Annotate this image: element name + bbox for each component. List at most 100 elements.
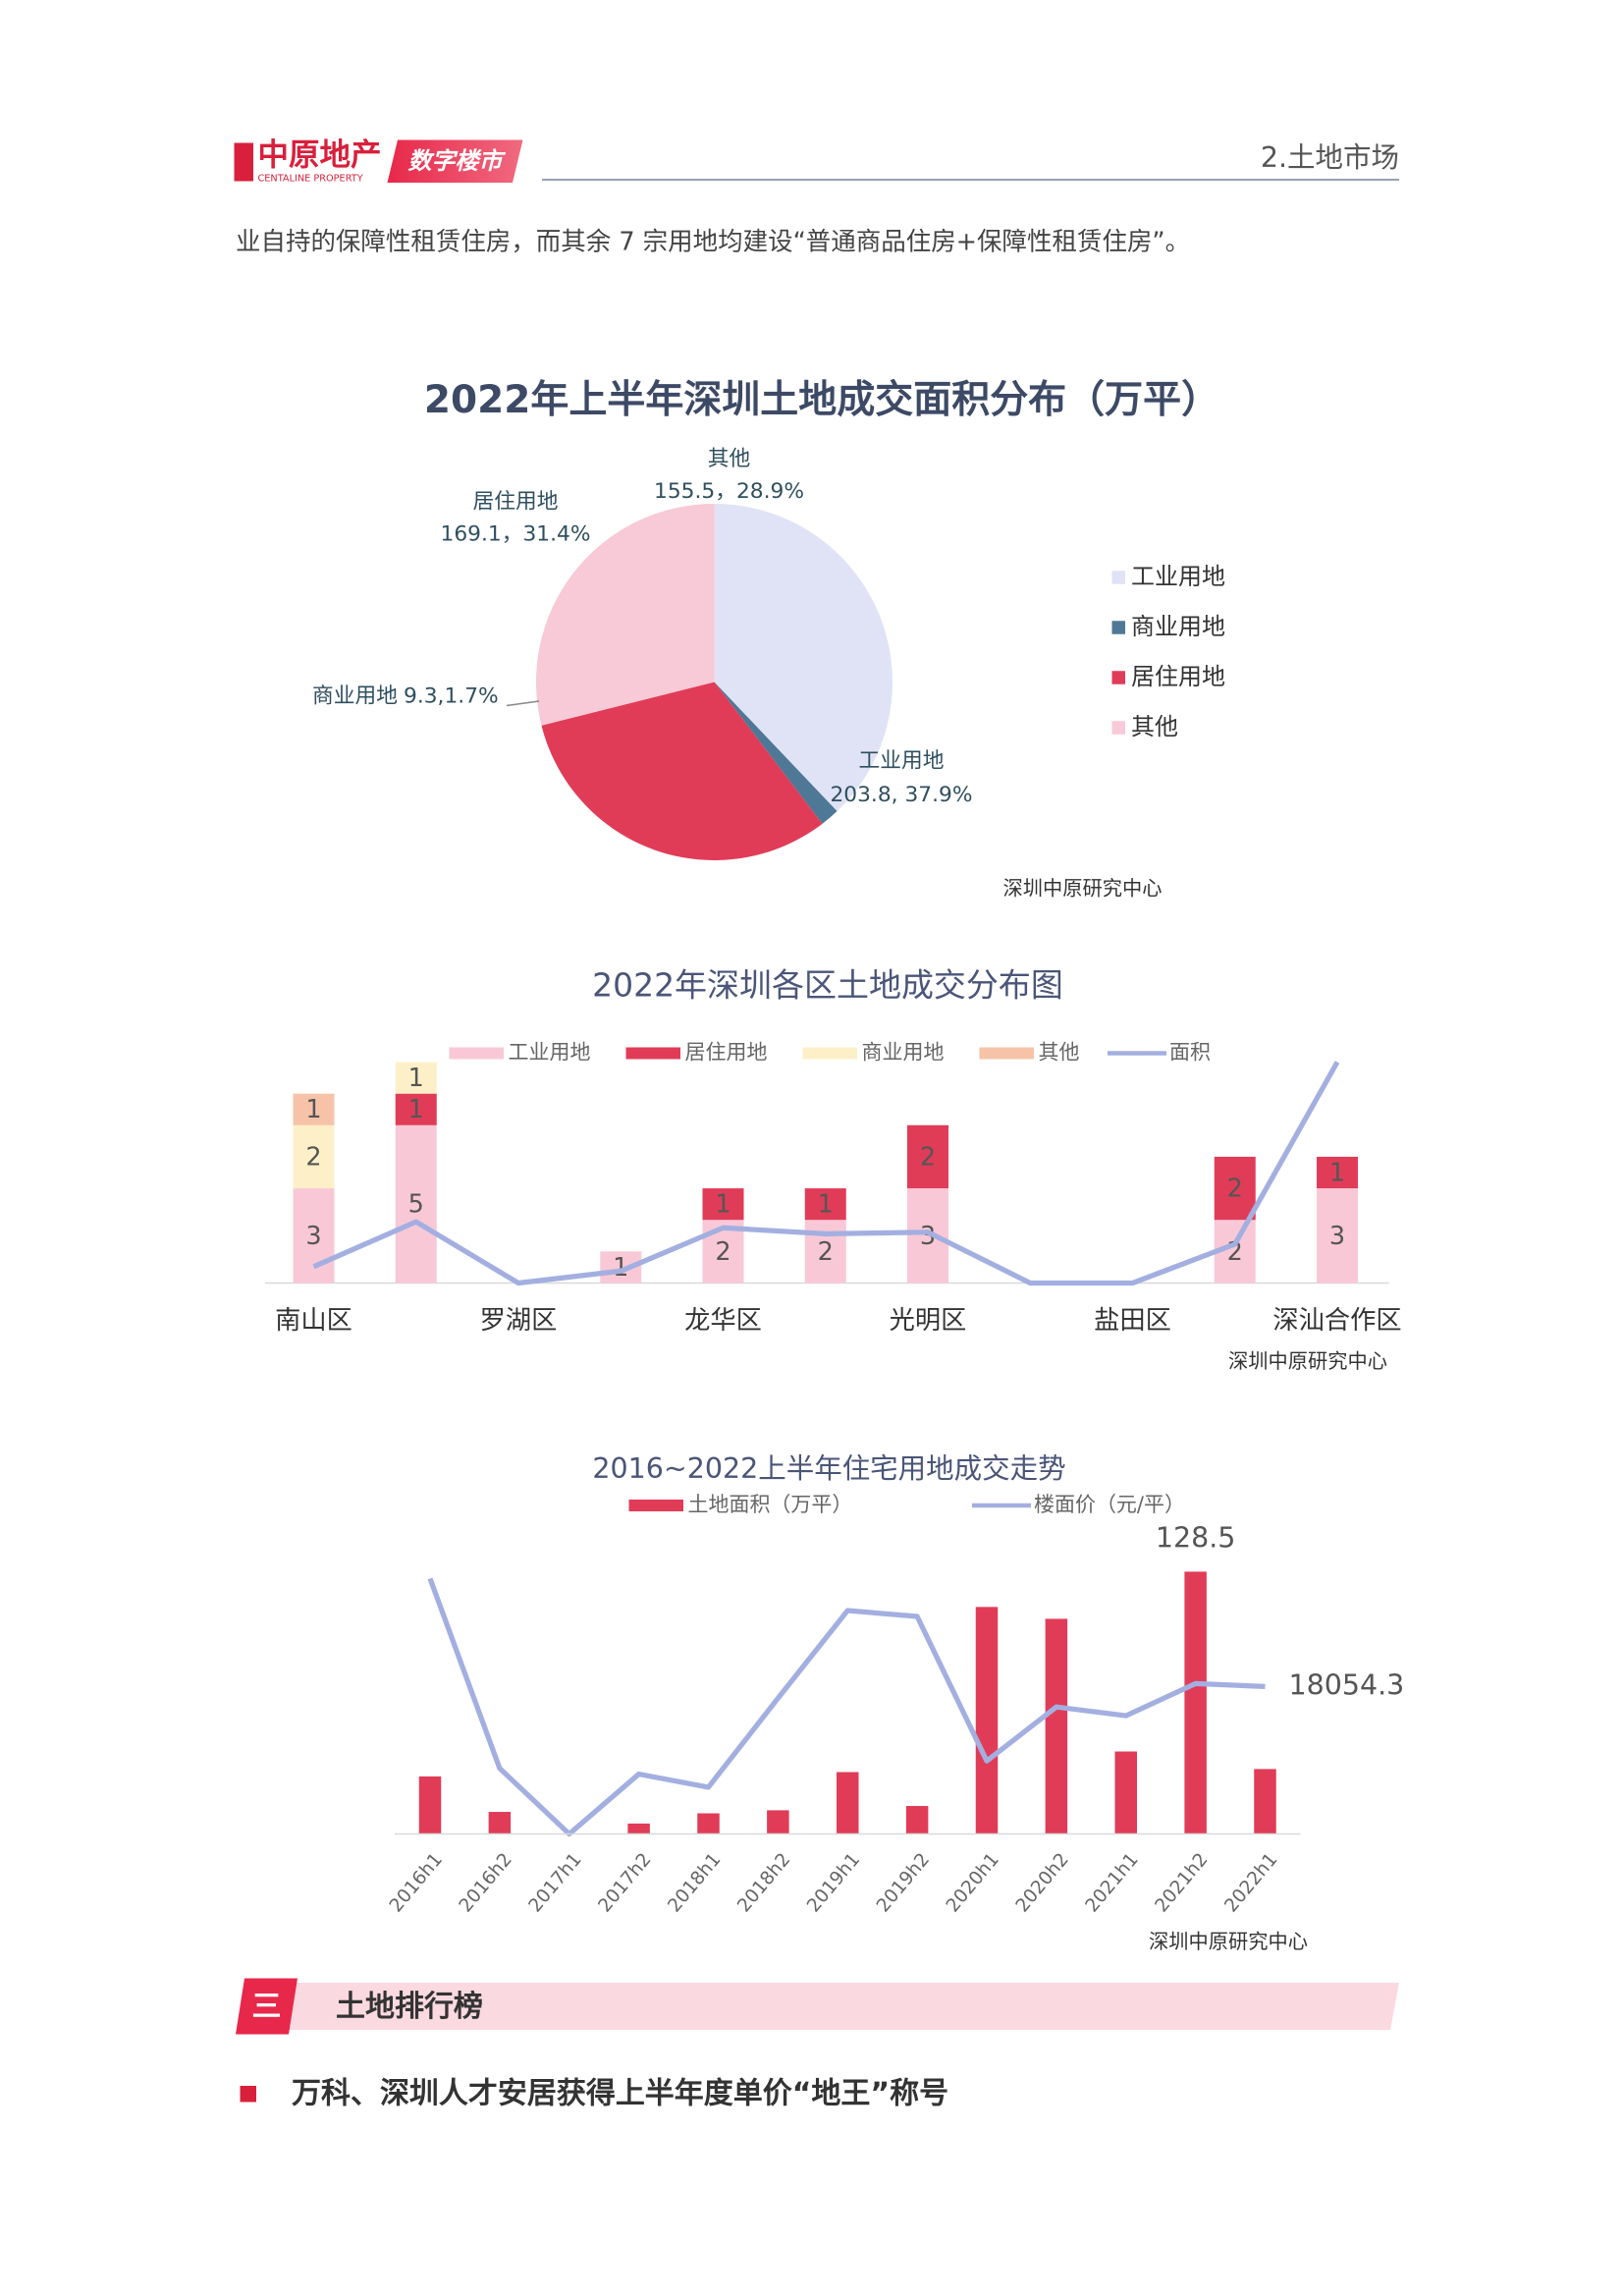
legend-swatch — [1111, 671, 1125, 684]
bar-segment — [702, 1188, 744, 1221]
data-label: 1 — [1329, 1158, 1345, 1187]
chart-title: 2016~2022上半年住宅用地成交走势 — [592, 1452, 1065, 1485]
bar-segment — [293, 1093, 335, 1125]
source: 深圳中原研究中心 — [1003, 876, 1163, 900]
x-tick-label: 光明区 — [890, 1306, 967, 1336]
legend-swatch — [1111, 721, 1125, 735]
bar-segment — [804, 1188, 846, 1221]
data-label-name: 其他 — [708, 447, 750, 471]
x-tick-label: 2017h2 — [595, 1849, 656, 1916]
x-tick-label: 2021h2 — [1152, 1849, 1213, 1916]
bar-segment — [395, 1124, 437, 1284]
legend-label: 其他 — [1038, 1040, 1079, 1064]
data-label-name: 居住用地 — [473, 489, 559, 514]
data-label: 9.3,1.7% — [404, 683, 499, 708]
data-label: 155.5，28.9% — [654, 479, 804, 504]
bar — [836, 1772, 859, 1834]
data-label: 1 — [818, 1190, 834, 1220]
bar-segment — [906, 1188, 948, 1284]
bullet-icon — [240, 2085, 257, 2103]
intro: 业自持的保障性租赁住房，而其余 7 宗用地均建设“普通商品住房+保障性租赁住房”… — [236, 227, 1190, 256]
x-tick-label: 南山区 — [275, 1306, 352, 1336]
bar — [627, 1823, 650, 1834]
bar — [1045, 1618, 1068, 1834]
data-label: 2 — [1227, 1175, 1243, 1204]
x-tick-label: 2019h2 — [873, 1849, 934, 1916]
data-label: 2 — [305, 1142, 321, 1172]
bar — [697, 1813, 720, 1834]
leader-line — [506, 700, 540, 707]
section-band — [280, 1982, 1399, 2030]
x-tick-label: 2016h2 — [456, 1849, 516, 1916]
data-label: 2 — [920, 1142, 936, 1172]
x-tick-label: 2017h1 — [525, 1849, 586, 1916]
legend-swatch — [802, 1047, 857, 1060]
bar-segment — [293, 1188, 335, 1284]
bar — [975, 1607, 999, 1834]
legend-swatch — [625, 1047, 681, 1060]
tag-bg — [387, 139, 523, 183]
chart-title: 2022年深圳各区土地成交分布图 — [592, 965, 1063, 1004]
data-label: 1 — [613, 1253, 628, 1283]
line — [312, 1061, 1340, 1286]
tag: 数字楼市 — [408, 147, 507, 175]
data-label-name: 工业用地 — [859, 748, 945, 773]
data-label: 1 — [408, 1095, 424, 1124]
legend-swatch — [1111, 571, 1125, 584]
data-label: 1 — [715, 1190, 730, 1220]
bar — [1114, 1751, 1137, 1834]
data-label: 5 — [408, 1190, 424, 1220]
x-tick-label: 深汕合作区 — [1272, 1306, 1401, 1336]
bullet: 万科、深圳人才安居获得上半年度单价“地王”称号 — [292, 2076, 948, 2110]
chart-title: 2022年上半年深圳土地成交面积分布（万平） — [424, 378, 1219, 422]
data-label: 3 — [920, 1222, 936, 1251]
bar — [1254, 1769, 1276, 1834]
bar-segment — [293, 1124, 335, 1189]
legend-label: 工业用地 — [1131, 563, 1225, 590]
x-tick-label: 2022h1 — [1221, 1849, 1282, 1916]
bar — [418, 1776, 442, 1834]
pie-slice — [541, 682, 823, 860]
bar-segment — [1316, 1156, 1358, 1189]
legend-label: 其他 — [1131, 713, 1178, 740]
x-tick-label: 2019h1 — [803, 1849, 864, 1916]
section-badge — [236, 1978, 298, 2035]
data-label: 2 — [715, 1237, 730, 1267]
x-tick-label: 龙华区 — [684, 1306, 762, 1336]
pie-slice — [714, 503, 893, 812]
data-label: 3 — [1329, 1222, 1345, 1251]
logo-en: CENTALINE PROPERTY — [258, 173, 363, 184]
legend-label: 居住用地 — [685, 1040, 768, 1064]
data-label: 2 — [818, 1237, 834, 1267]
x-tick-label: 盐田区 — [1094, 1306, 1171, 1336]
x-tick-label: 2020h2 — [1012, 1849, 1073, 1916]
legend-label: 工业用地 — [509, 1040, 591, 1064]
bar-segment — [395, 1093, 437, 1125]
pie-slice — [714, 682, 838, 824]
logo-text: 中原地产 — [258, 137, 382, 173]
x-tick-label: 2016h1 — [386, 1849, 447, 1916]
legend-label: 楼面价（元/平） — [1034, 1493, 1185, 1516]
pie-slice — [536, 503, 715, 726]
data-label: 169.1，31.4% — [440, 521, 590, 546]
section-label: 2.土地市场 — [1261, 141, 1399, 174]
bar — [905, 1806, 929, 1834]
legend-label: 居住用地 — [1131, 663, 1225, 690]
legend-swatch — [628, 1499, 684, 1511]
source: 深圳中原研究中心 — [1149, 1930, 1308, 1953]
section-number: 三 — [252, 1990, 282, 2024]
data-label: 203.8, 37.9% — [830, 783, 972, 807]
section-title: 土地排行榜 — [336, 1990, 483, 2024]
data-label: 128.5 — [1156, 1521, 1236, 1554]
bar-segment — [1316, 1188, 1358, 1284]
source: 深圳中原研究中心 — [1228, 1349, 1387, 1373]
bar — [1184, 1571, 1207, 1834]
legend-swatch — [449, 1047, 505, 1060]
data-label: 1 — [305, 1095, 321, 1124]
data-label: 18054.3 — [1288, 1668, 1404, 1701]
data-label: 3 — [305, 1222, 321, 1251]
legend-label: 商业用地 — [1131, 613, 1225, 640]
bar-segment — [395, 1062, 437, 1094]
legend-swatch — [1111, 621, 1125, 634]
